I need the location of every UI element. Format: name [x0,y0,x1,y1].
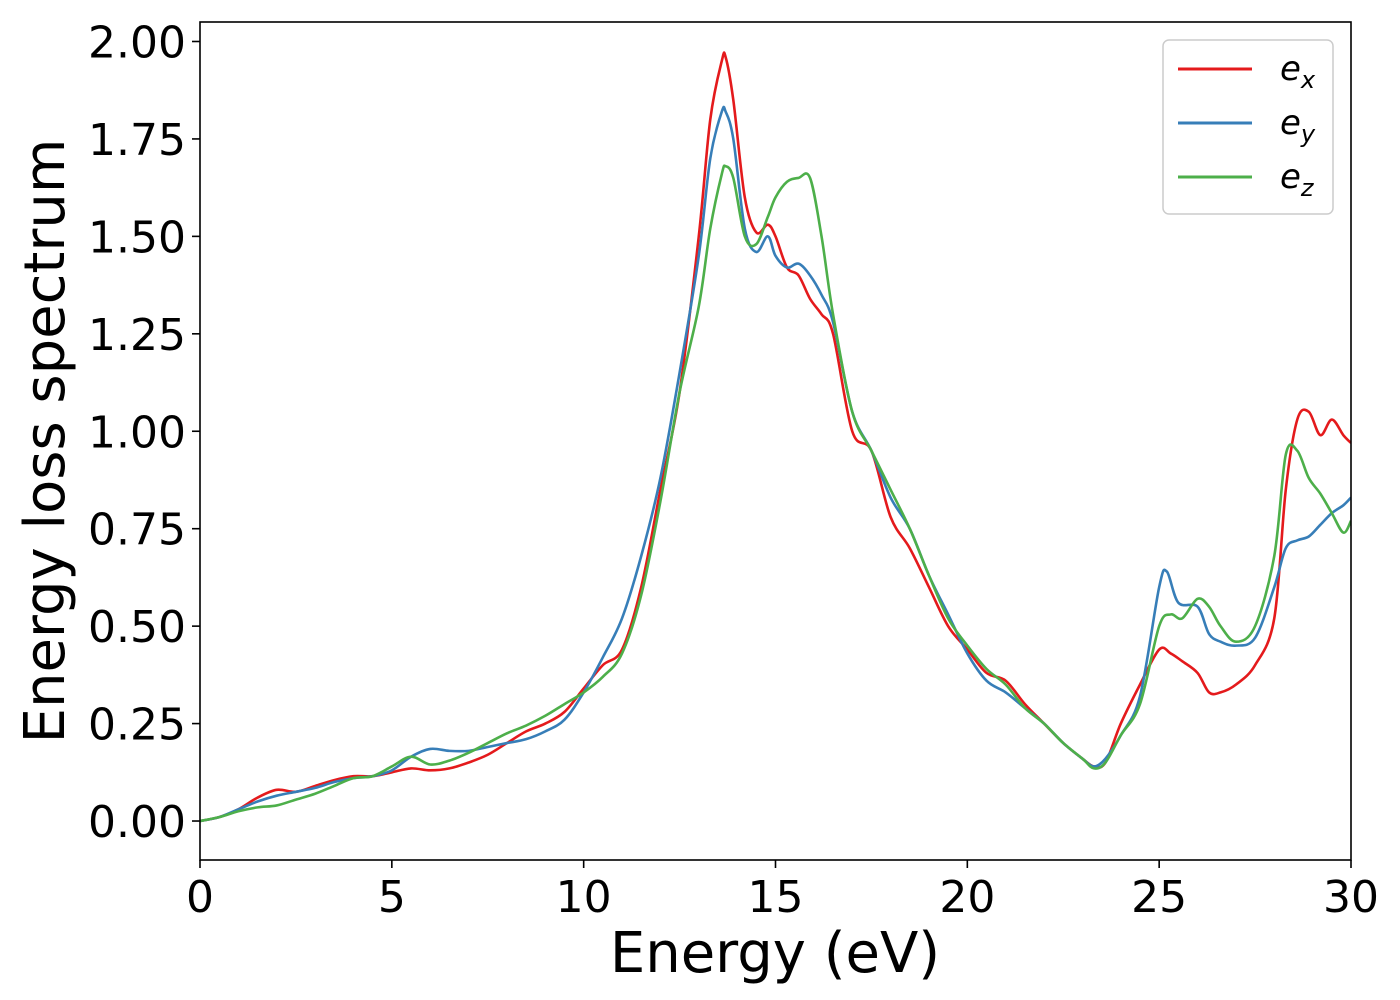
y-tick-label: 0.00 [88,797,186,848]
x-tick-label: 0 [186,872,214,923]
x-tick-label: 25 [1131,872,1187,923]
x-axis-ticks: 0 5 10 15 20 25 30 [186,860,1379,923]
x-tick-label: 20 [939,872,995,923]
y-tick-label: 1.25 [88,310,186,361]
plot-lines [200,51,1351,823]
x-tick-label: 10 [556,872,612,923]
legend: ex ey ez [1162,39,1334,215]
x-axis-title: Energy (eV) [610,921,940,986]
y-tick-label: 1.75 [88,115,186,166]
legend-label-x: ex [1280,49,1316,94]
y-tick-label: 0.25 [88,700,186,751]
series-line-x [200,51,1351,823]
y-tick-label: 1.50 [88,212,186,263]
y-tick-label: 1.00 [88,407,186,458]
x-tick-label: 5 [378,872,406,923]
x-tick-label: 15 [748,872,804,923]
y-tick-label: 0.75 [88,505,186,556]
x-tick-label: 30 [1323,872,1379,923]
legend-label-y: ey [1280,103,1316,148]
y-tick-label: 2.00 [88,17,186,68]
y-tick-label: 0.50 [88,602,186,653]
y-axis-title: Energy loss spectrum [13,139,78,744]
legend-frame [1162,39,1334,215]
y-axis-ticks: 0.00 0.25 0.50 0.75 1.00 1.25 1.50 1.75 2.00 [88,17,200,848]
legend-label-z: ez [1280,157,1315,202]
series-line-z [200,164,1351,823]
